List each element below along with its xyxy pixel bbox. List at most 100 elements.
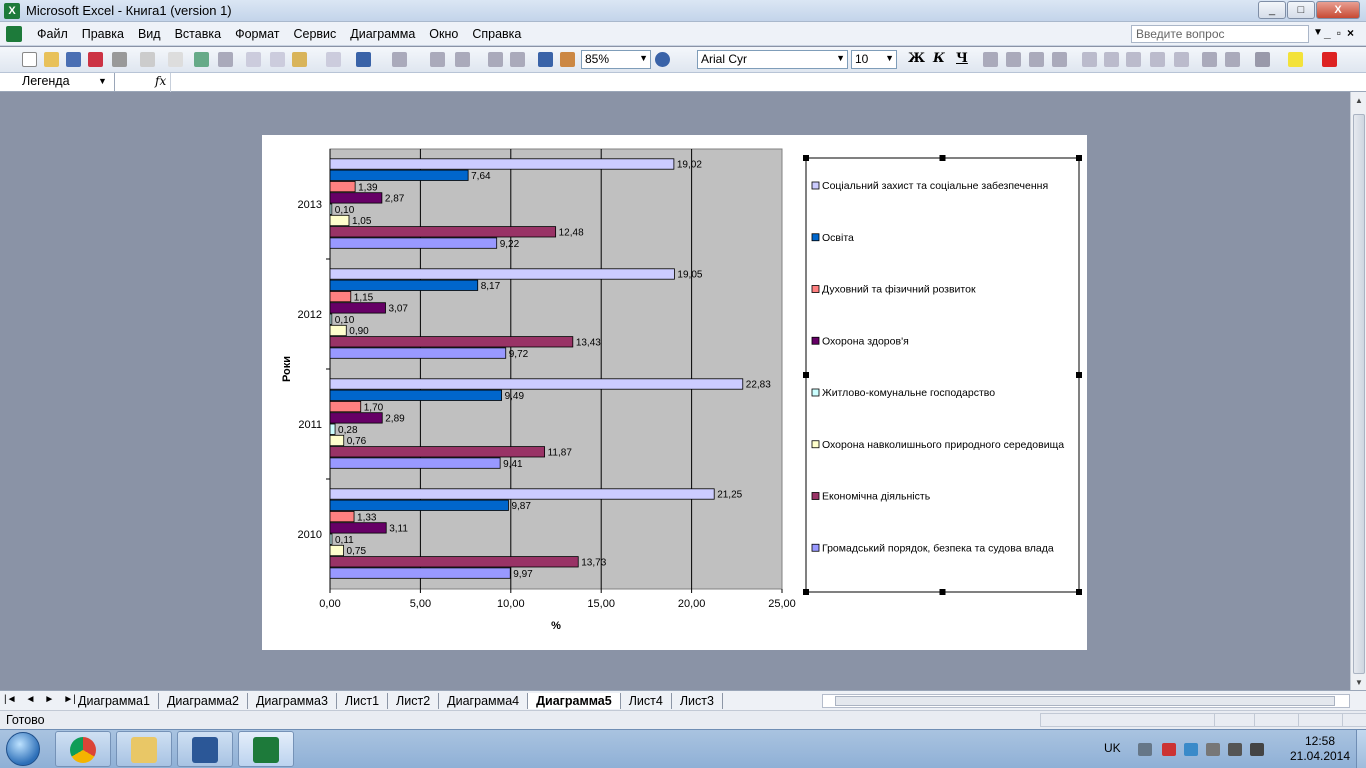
tab-diagram2[interactable]: Диаграмма2 (159, 693, 248, 709)
workbook-icon[interactable] (6, 26, 22, 42)
cut-icon[interactable] (246, 52, 261, 67)
selection-handle[interactable] (939, 589, 946, 595)
bar-series4-y2012[interactable] (329, 302, 386, 314)
tray-arrow-icon[interactable] (1138, 743, 1152, 756)
tab-diagram1[interactable]: Диаграмма1 (70, 693, 159, 709)
tab-sheet1[interactable]: Лист1 (337, 693, 389, 709)
bar-series1-y2013[interactable] (329, 158, 675, 170)
bar-series6-y2013[interactable] (329, 214, 350, 227)
bar-series1-y2011[interactable] (329, 378, 744, 390)
font-size-select[interactable]: 10 ▼ (851, 50, 897, 69)
minimize-button[interactable]: _ (1258, 1, 1286, 19)
research-book-icon[interactable] (218, 52, 233, 67)
bar-series6-y2010[interactable] (329, 544, 344, 557)
tab-sheet4[interactable]: Лист4 (621, 693, 672, 709)
bar-series5-y2012[interactable] (329, 313, 333, 325)
device-icon[interactable] (1206, 743, 1220, 756)
menu-file[interactable]: Файл (37, 27, 68, 41)
autosum-icon[interactable] (455, 52, 470, 67)
bar-series1-y2012[interactable] (329, 268, 675, 280)
chart-wizard-icon[interactable] (538, 52, 553, 67)
font-select[interactable]: Arial Cyr ▼ (697, 50, 848, 69)
bar-series7-y2013[interactable] (329, 226, 557, 238)
prev-sheet-icon[interactable]: ◄ (25, 694, 36, 705)
taskbar-explorer[interactable] (116, 731, 172, 767)
print-preview-icon[interactable] (140, 52, 155, 67)
tab-diagram5[interactable]: Диаграмма5 (528, 693, 621, 709)
sort-descending-icon[interactable] (510, 52, 525, 67)
bar-series4-y2013[interactable] (329, 192, 383, 204)
bar-series2-y2013[interactable] (329, 169, 469, 181)
bar-series7-y2011[interactable] (329, 446, 546, 458)
doc-close-button[interactable]: × (1346, 26, 1354, 40)
action-center-icon[interactable] (1162, 743, 1176, 756)
save-icon[interactable] (66, 52, 81, 67)
formula-input[interactable] (170, 73, 1366, 92)
bar-series2-y2011[interactable] (329, 389, 502, 401)
menu-view[interactable]: Вид (137, 27, 161, 41)
network-icon[interactable] (1250, 743, 1264, 756)
bar-series4-y2011[interactable] (329, 412, 383, 424)
scroll-up-icon[interactable]: ▲ (1355, 96, 1363, 105)
permission-icon[interactable] (88, 52, 103, 67)
start-button[interactable] (6, 732, 40, 766)
menu-format[interactable]: Формат (235, 27, 280, 41)
research-icon[interactable] (168, 52, 183, 67)
bar-series5-y2010[interactable] (329, 533, 333, 545)
close-button[interactable]: X (1316, 1, 1360, 19)
bar-series2-y2012[interactable] (329, 279, 479, 291)
bold-button[interactable]: Ж (908, 51, 926, 66)
comma-style-icon[interactable] (1126, 52, 1141, 67)
taskbar-word[interactable] (177, 731, 233, 767)
merge-center-icon[interactable] (1052, 52, 1067, 67)
percent-icon[interactable] (1104, 52, 1119, 67)
excel-app-icon[interactable]: X (4, 3, 20, 19)
chart-legend[interactable]: Соціальний захист та соціальне забезпече… (803, 155, 1082, 595)
horizontal-scroll-thumb[interactable] (835, 696, 1335, 706)
next-sheet-icon[interactable]: ► (44, 694, 55, 705)
bar-series4-y2010[interactable] (329, 522, 387, 534)
decrease-indent-icon[interactable] (1202, 52, 1217, 67)
format-painter-icon[interactable] (326, 52, 341, 67)
tab-sheet3[interactable]: Лист3 (672, 693, 723, 709)
bar-series8-y2012[interactable] (329, 347, 507, 359)
language-indicator[interactable]: UK (1104, 741, 1121, 755)
scroll-down-icon[interactable]: ▼ (1355, 678, 1363, 687)
bar-series1-y2010[interactable] (329, 488, 715, 500)
new-icon[interactable] (22, 52, 37, 67)
currency-icon[interactable] (1082, 52, 1097, 67)
help-dropdown-icon[interactable]: ▼ (1313, 27, 1323, 38)
vertical-scrollbar[interactable]: ▲ ▼ (1350, 92, 1366, 690)
tab-diagram4[interactable]: Диаграмма4 (439, 693, 529, 709)
menu-edit[interactable]: Правка (81, 27, 124, 41)
horizontal-scrollbar[interactable] (822, 694, 1350, 708)
help-icon[interactable] (655, 52, 670, 67)
decrease-decimal-icon[interactable] (1174, 52, 1189, 67)
doc-minimize-button[interactable]: _ (1324, 26, 1331, 40)
vertical-scroll-thumb[interactable] (1353, 114, 1365, 674)
taskbar-chrome[interactable] (55, 731, 111, 767)
undo-icon[interactable] (356, 52, 371, 67)
last-sheet-icon[interactable]: ►| (63, 694, 76, 705)
volume-icon[interactable] (1228, 743, 1242, 756)
borders-icon[interactable] (1255, 52, 1270, 67)
name-box[interactable]: Легенда (0, 73, 115, 92)
sort-ascending-icon[interactable] (488, 52, 503, 67)
selection-handle[interactable] (803, 589, 809, 595)
legend-box[interactable] (805, 157, 1080, 593)
security-icon[interactable] (1184, 743, 1198, 756)
menu-insert[interactable]: Вставка (174, 27, 222, 41)
align-right-icon[interactable] (1029, 52, 1044, 67)
help-search-input[interactable]: Введите вопрос (1131, 25, 1309, 43)
tab-sheet2[interactable]: Лист2 (388, 693, 440, 709)
doc-restore-button[interactable]: ▫ (1336, 26, 1341, 40)
underline-button[interactable]: Ч (956, 51, 968, 66)
bar-series3-y2012[interactable] (329, 290, 352, 303)
hyperlink-icon[interactable] (430, 52, 445, 67)
bar-series6-y2011[interactable] (329, 434, 345, 447)
taskbar-excel[interactable] (238, 731, 294, 767)
menu-window[interactable]: Окно (429, 27, 459, 41)
open-icon[interactable] (44, 52, 59, 67)
bar-series8-y2011[interactable] (329, 457, 501, 469)
bar-series3-y2011[interactable] (329, 400, 362, 413)
